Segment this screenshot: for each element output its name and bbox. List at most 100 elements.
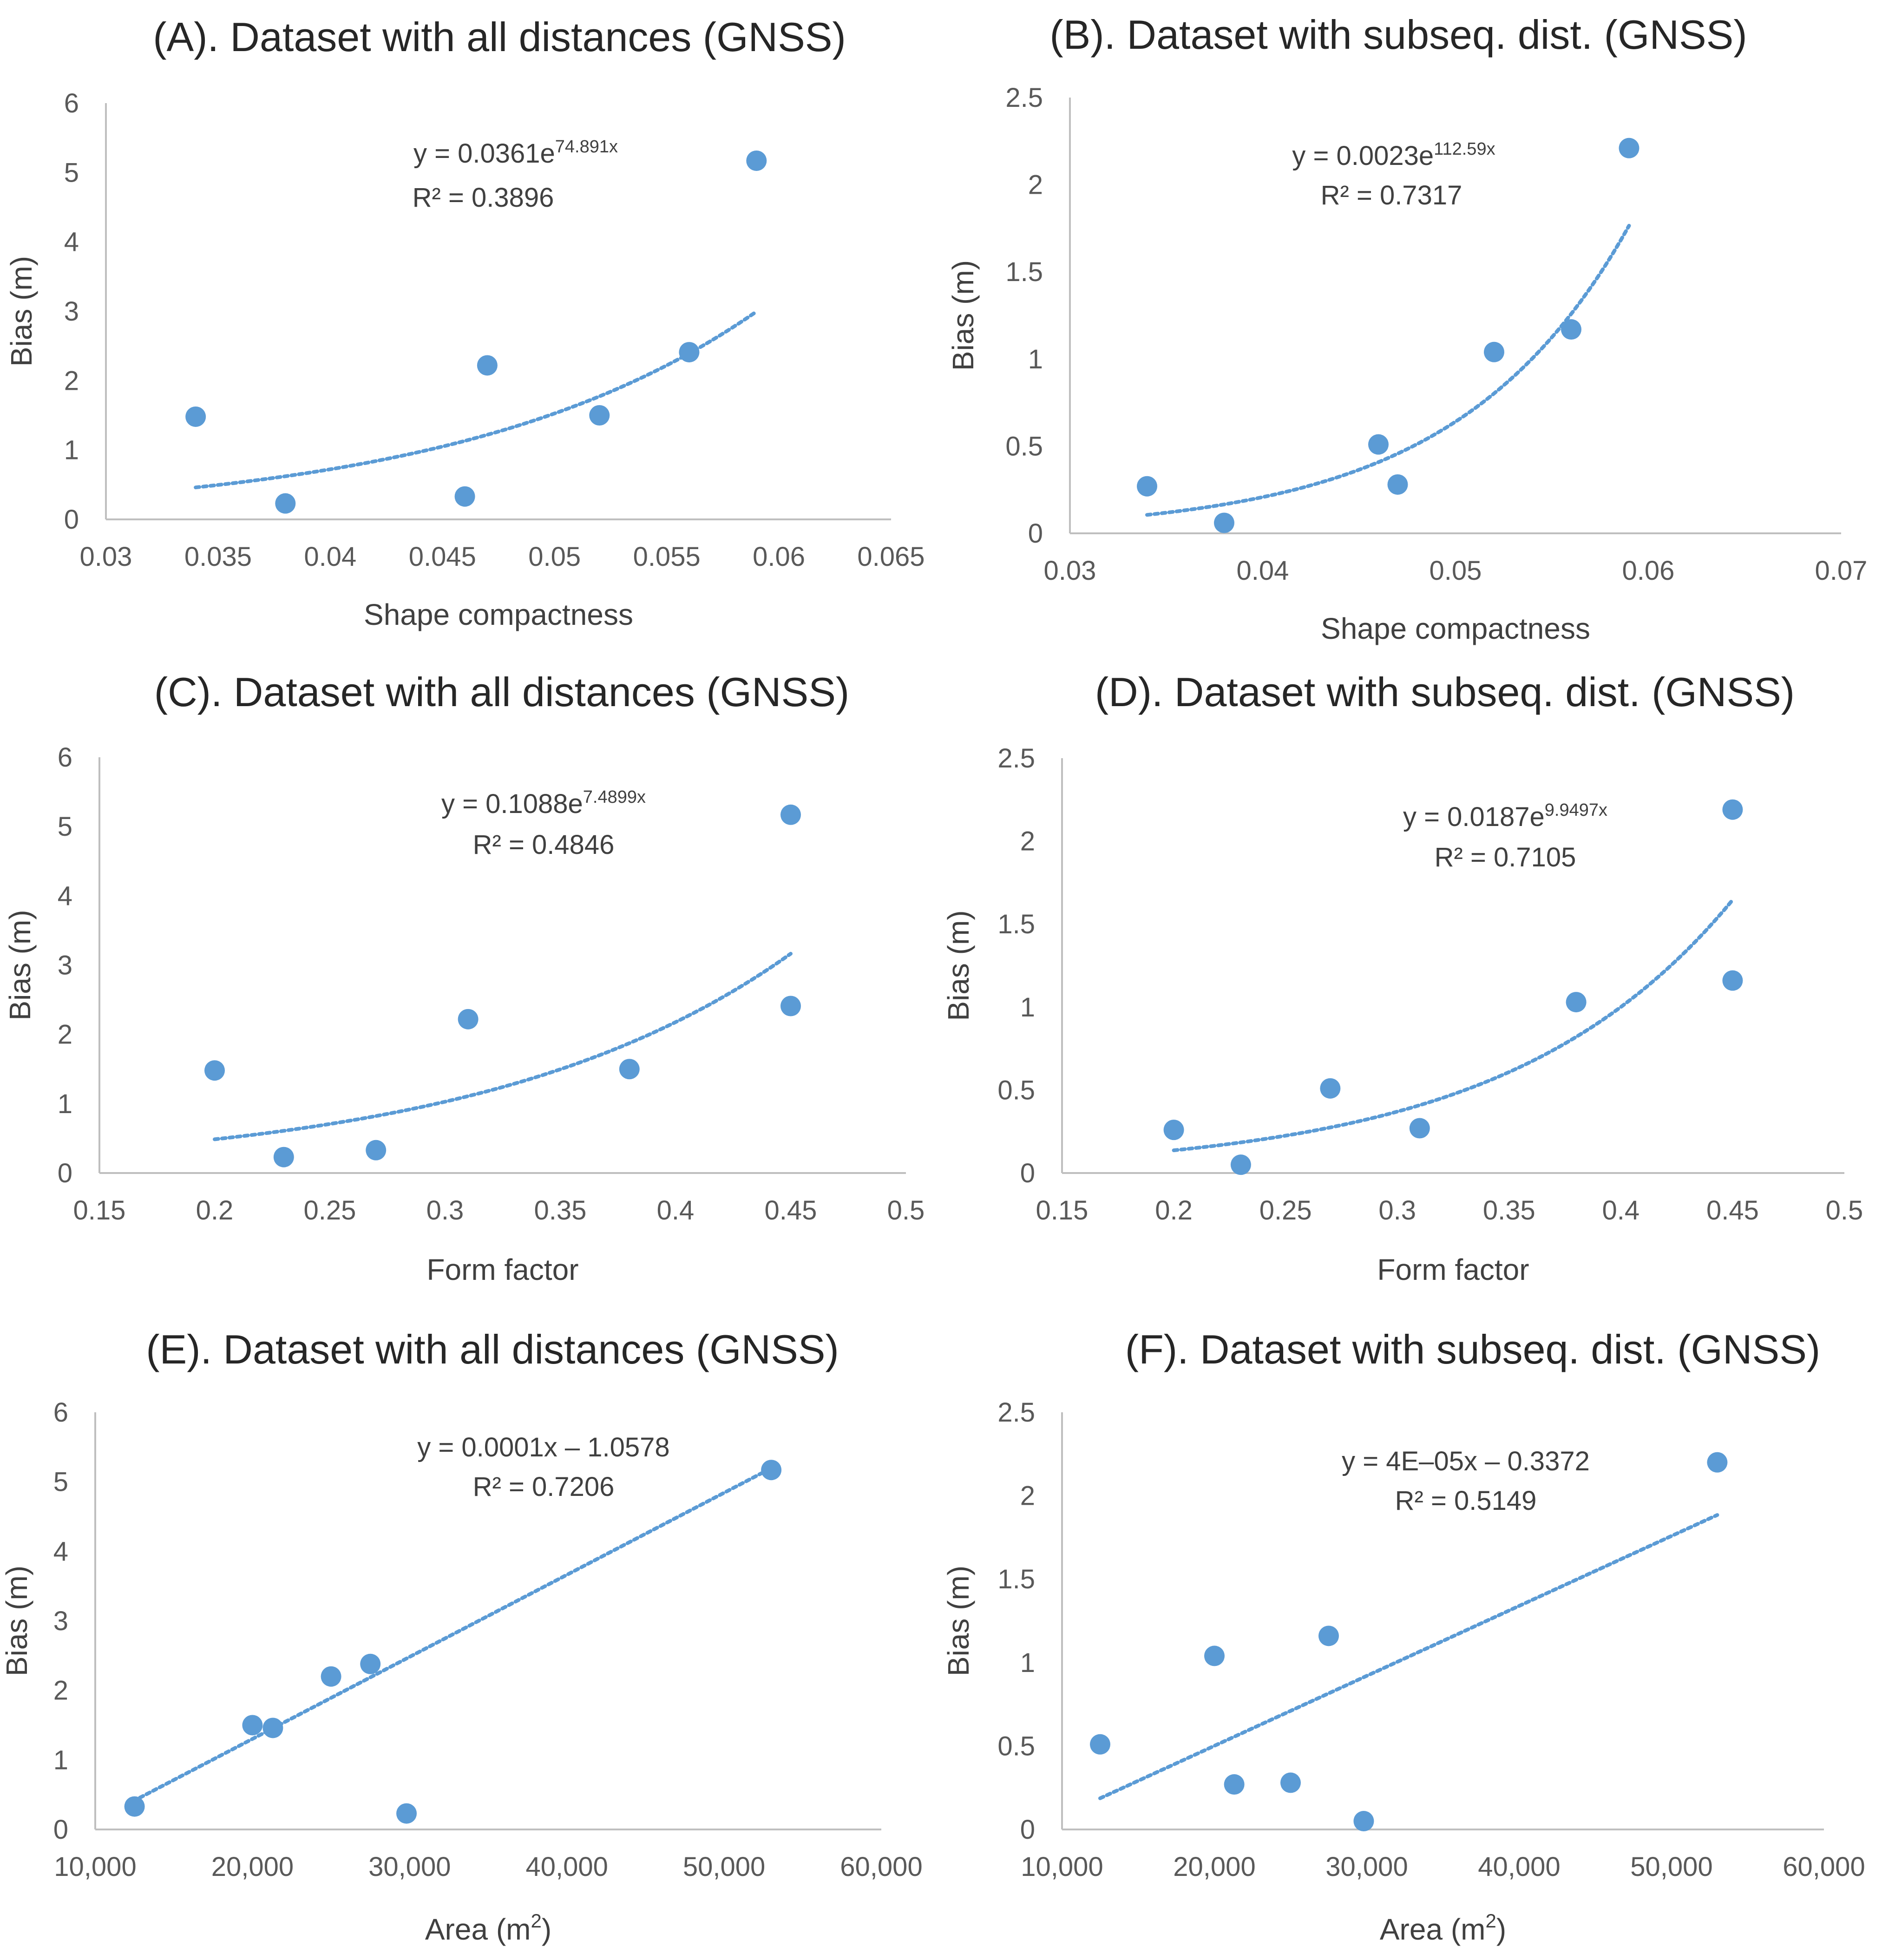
x-tick-label: 40,000: [1478, 1852, 1560, 1882]
data-point: [366, 1140, 387, 1160]
trendline: [1098, 1513, 1719, 1800]
data-point: [761, 1460, 782, 1481]
x-tick-label: 0.45: [765, 1195, 817, 1226]
x-tick-label: 0.15: [1036, 1195, 1089, 1226]
y-axis-label: Bias (m): [0, 1566, 33, 1676]
x-tick-label: 0.4: [1602, 1195, 1640, 1226]
data-point: [1566, 992, 1587, 1013]
x-tick-label: 50,000: [1630, 1852, 1712, 1882]
x-tick-label: 0.045: [409, 542, 476, 572]
y-tick-label: 1.5: [997, 1564, 1035, 1594]
trendline: [1172, 898, 1735, 1153]
x-tick-label: 0.3: [426, 1195, 464, 1226]
x-axis-label-prefix: Area (m: [1380, 1913, 1486, 1946]
x-tick-label: 0.35: [1483, 1195, 1535, 1226]
x-tick-label: 0.03: [1044, 556, 1096, 586]
trendline: [1145, 223, 1631, 517]
y-tick-label: 5: [58, 812, 72, 842]
y-tick-label: 3: [64, 296, 79, 327]
x-tick-label: 0.04: [1237, 556, 1289, 586]
data-point: [1484, 341, 1504, 362]
y-axis-label: Bias (m): [5, 256, 38, 367]
x-tick-label: 0.065: [857, 542, 925, 572]
y-tick-label: 2: [1020, 1481, 1035, 1511]
chart-title: (E). Dataset with all distances (GNSS): [146, 1326, 839, 1372]
y-tick-label: 2.5: [997, 1397, 1035, 1428]
y-tick-label: 4: [58, 881, 72, 911]
r-squared: R² = 0.7206: [473, 1472, 615, 1502]
chart-c: (C). Dataset with all distances (GNSS) 0.…: [3, 669, 925, 1286]
chart-title: (B). Dataset with subseq. dist. (GNSS): [1049, 12, 1747, 58]
data-point: [1368, 434, 1389, 455]
x-tick-label: 30,000: [368, 1852, 451, 1882]
x-tick-label: 20,000: [211, 1852, 294, 1882]
data-point: [477, 355, 498, 376]
data-point: [1280, 1772, 1301, 1793]
x-tick-label: 0.07: [1815, 556, 1868, 586]
trendline-equation: y = 0.0001x – 1.0578: [417, 1432, 669, 1462]
chart-d: (D). Dataset with subseq. dist. (GNSS) 0.…: [942, 669, 1863, 1286]
data-point: [1204, 1645, 1225, 1666]
y-axis-label: Bias (m): [942, 1566, 975, 1676]
r-squared: R² = 0.3896: [413, 183, 554, 213]
x-axis-label: Form factor: [426, 1253, 578, 1286]
equation-base: y = 0.0187e: [1403, 802, 1545, 832]
r-squared: R² = 0.5149: [1395, 1486, 1537, 1516]
chart-f: (F). Dataset with subseq. dist. (GNSS)10…: [942, 1326, 1865, 1946]
chart-title: (A). Dataset with all distances (GNSS): [153, 14, 846, 60]
x-tick-label: 50,000: [683, 1852, 765, 1882]
x-tick-label: 0.03: [80, 542, 132, 572]
data-point: [780, 996, 801, 1016]
x-tick-label: 30,000: [1325, 1852, 1408, 1882]
data-point: [1318, 1626, 1339, 1646]
data-point: [1561, 319, 1581, 340]
data-point: [124, 1796, 145, 1817]
chart-title: (C). Dataset with all distances (GNSS): [154, 669, 849, 715]
y-tick-label: 2: [1020, 826, 1035, 857]
data-point: [1353, 1811, 1374, 1832]
y-tick-label: 4: [53, 1536, 68, 1567]
y-tick-label: 3: [53, 1606, 68, 1636]
y-tick-label: 1: [53, 1745, 68, 1775]
chart-title: (F). Dataset with subseq. dist. (GNSS): [1125, 1326, 1820, 1372]
data-point: [273, 1147, 294, 1167]
data-point: [619, 1059, 640, 1080]
data-point: [589, 405, 610, 426]
data-point: [242, 1715, 263, 1736]
trendline-equation: y = 0.1088e7.4899x: [441, 787, 646, 819]
x-axis-label-suffix: ): [542, 1913, 551, 1946]
y-tick-label: 6: [53, 1397, 68, 1428]
data-point: [1619, 138, 1639, 158]
y-tick-label: 1: [1020, 992, 1035, 1023]
x-tick-label: 0.055: [633, 542, 701, 572]
y-tick-label: 6: [58, 742, 72, 773]
y-tick-label: 0.5: [1005, 431, 1043, 461]
chart-b: (B). Dataset with subseq. dist. (GNSS) 0.…: [946, 12, 1867, 645]
trendline-equation: y = 0.0187e9.9497x: [1403, 800, 1607, 832]
x-tick-label: 0.05: [528, 542, 581, 572]
data-point: [262, 1717, 283, 1738]
data-point: [1409, 1118, 1430, 1139]
y-tick-label: 0: [1020, 1815, 1035, 1845]
x-axis-label: Area (m2): [1380, 1910, 1506, 1946]
data-point: [1137, 476, 1157, 497]
r-squared: R² = 0.7105: [1435, 842, 1576, 872]
x-tick-label: 60,000: [1783, 1852, 1865, 1882]
data-point: [1230, 1154, 1251, 1175]
x-tick-label: 0.5: [887, 1195, 925, 1226]
trendline: [194, 309, 759, 490]
x-tick-label: 0.05: [1430, 556, 1482, 586]
data-point: [1163, 1120, 1184, 1141]
trendline-equation: y = 0.0361e74.891x: [413, 137, 618, 169]
y-tick-label: 5: [53, 1467, 68, 1497]
trendline: [213, 951, 793, 1141]
x-tick-label: 0.06: [753, 542, 805, 572]
x-axis-label: Form factor: [1377, 1253, 1529, 1286]
x-tick-label: 0.25: [1259, 1195, 1312, 1226]
x-tick-label: 20,000: [1173, 1852, 1255, 1882]
y-tick-label: 2: [64, 366, 79, 396]
data-point: [1707, 1452, 1728, 1473]
x-tick-label: 0.25: [304, 1195, 356, 1226]
x-tick-label: 0.2: [196, 1195, 234, 1226]
